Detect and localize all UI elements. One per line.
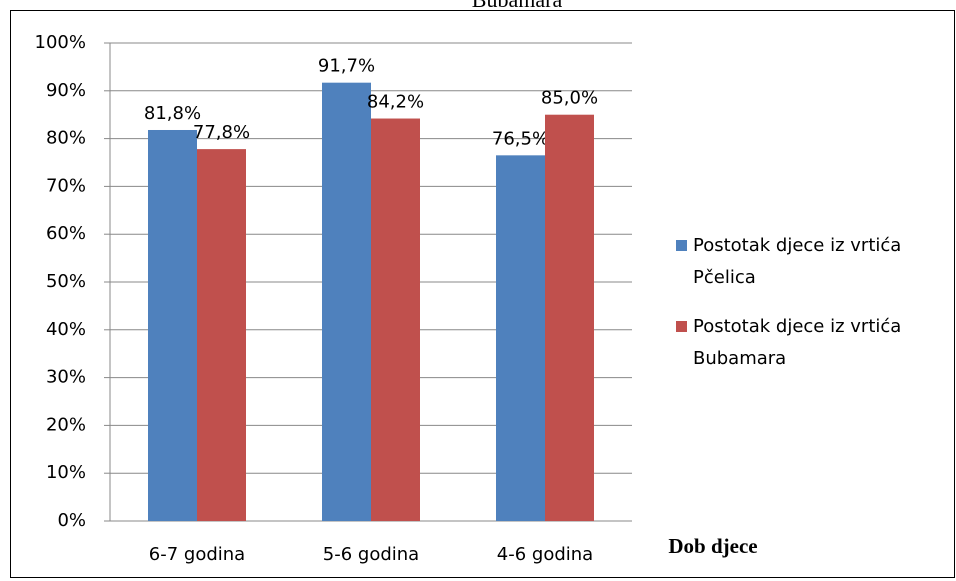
bar [496,155,545,521]
y-tick-label: 40% [46,319,86,340]
y-tick-label: 0% [57,510,86,531]
y-tick-label: 10% [46,462,86,483]
data-label: 81,8% [144,103,201,124]
legend-swatch [676,240,687,251]
x-axis-label: Dob djece [668,534,757,558]
legend-swatch [676,321,687,332]
y-tick-label: 100% [35,32,86,53]
data-label: 85,0% [541,88,598,109]
y-tick-label: 90% [46,80,86,101]
y-tick-label: 50% [46,271,86,292]
data-label: 91,7% [318,56,375,77]
y-tick-label: 60% [46,223,86,244]
data-label: 76,5% [492,128,549,149]
y-tick-label: 70% [46,175,86,196]
x-tick-label: 5-6 godina [323,544,419,565]
bar [197,149,246,521]
bar [371,118,420,522]
y-tick-label: 30% [46,367,86,388]
legend-label: Postotak djece iz vrtića Bubamara [693,316,902,369]
legend-label: Postotak djece iz vrtića Pčelica [693,235,902,288]
x-tick-label: 4-6 godina [497,544,593,565]
legend-item: Postotak djece iz vrtića Pčelica [676,230,946,294]
chart-title: Bubamara [472,0,563,12]
bar [148,129,197,521]
legend-item: Postotak djece iz vrtića Bubamara [676,311,946,375]
data-label: 77,8% [193,122,250,143]
bar [545,114,594,521]
y-tick-label: 20% [46,414,86,435]
data-label: 84,2% [367,92,424,113]
bar [322,82,371,521]
frame [10,10,955,578]
x-tick-label: 6-7 godina [149,544,245,565]
y-tick-label: 80% [46,128,86,149]
